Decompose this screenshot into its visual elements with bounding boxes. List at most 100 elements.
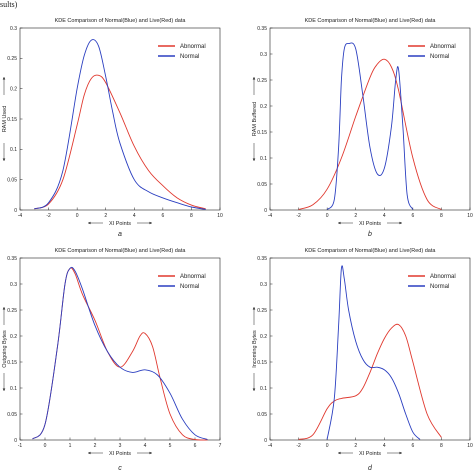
y-tick-label: 0.2 bbox=[260, 334, 267, 340]
x-tick-label: 0 bbox=[76, 213, 79, 219]
x-tick-label: 8 bbox=[440, 213, 443, 219]
y-tick-label: 0.15 bbox=[257, 130, 267, 136]
x-axis-arrowhead-left bbox=[338, 451, 341, 455]
y-tick-label: 0 bbox=[264, 208, 267, 214]
kde-panel-b: KDE Comparison of Normal(Blue) and Live(… bbox=[252, 18, 473, 238]
y-tick-label: 0.1 bbox=[10, 147, 17, 153]
y-tick-label: 0.35 bbox=[257, 26, 267, 32]
y-tick-label: 0.35 bbox=[7, 256, 17, 262]
y-tick-label: 0.15 bbox=[7, 360, 17, 366]
x-tick-label: 6 bbox=[411, 213, 414, 219]
y-tick-label: 0.1 bbox=[10, 386, 17, 392]
x-tick-label: 0 bbox=[326, 213, 329, 219]
y-axis-label-group: RAM Used bbox=[2, 77, 8, 161]
plot-frame bbox=[269, 257, 471, 441]
y-axis-label-group: RAM Buffered bbox=[252, 77, 258, 161]
y-tick-label: 0.25 bbox=[7, 56, 17, 62]
page-fragment-text: sults) bbox=[0, 0, 18, 9]
y-tick-label: 0.3 bbox=[260, 52, 267, 58]
x-tick-label: 2 bbox=[94, 443, 97, 449]
x-tick-label: 8 bbox=[440, 443, 443, 449]
x-tick-label: 4 bbox=[383, 213, 386, 219]
y-axis-arrowhead-high bbox=[252, 307, 256, 310]
x-tick-label: 10 bbox=[467, 443, 473, 449]
x-tick-label: 8 bbox=[190, 213, 193, 219]
series-line-abnormal bbox=[32, 267, 208, 441]
y-tick-label: 0.25 bbox=[7, 308, 17, 314]
x-tick-label: -4 bbox=[268, 443, 273, 449]
x-axis-label: XI Points bbox=[359, 451, 381, 457]
y-tick-label: 0.05 bbox=[7, 177, 17, 183]
kde-panel-c: KDE Comparison of Normal(Blue) and Live(… bbox=[2, 248, 222, 472]
x-tick-label: 6 bbox=[161, 213, 164, 219]
series-line-normal bbox=[32, 266, 208, 440]
legend-label-abnormal: Abnormal bbox=[430, 274, 456, 280]
legend-label-abnormal: Abnormal bbox=[180, 274, 206, 280]
y-tick-label: 0.1 bbox=[260, 156, 267, 162]
chart-title: KDE Comparison of Normal(Blue) and Live(… bbox=[305, 18, 437, 24]
y-axis-label: RAM Used bbox=[2, 106, 8, 133]
y-tick-label: 0.3 bbox=[260, 282, 267, 288]
y-tick-label: 0.25 bbox=[257, 308, 267, 314]
kde-panel-d: KDE Comparison of Normal(Blue) and Live(… bbox=[252, 248, 473, 472]
x-tick-label: -4 bbox=[268, 213, 273, 219]
x-tick-label: 5 bbox=[169, 443, 172, 449]
y-tick-label: 0 bbox=[14, 208, 17, 214]
x-axis-arrowhead-right bbox=[399, 451, 402, 455]
x-tick-label: 7 bbox=[219, 443, 222, 449]
y-tick-label: 0.35 bbox=[257, 256, 267, 262]
legend-label-normal: Normal bbox=[430, 284, 449, 290]
x-axis-arrowhead-left bbox=[88, 221, 91, 225]
y-axis-label: RAM Buffered bbox=[252, 102, 258, 136]
y-tick-label: 0.15 bbox=[7, 117, 17, 123]
x-tick-label: 2 bbox=[354, 213, 357, 219]
series-line-normal bbox=[34, 39, 206, 210]
x-tick-label: 6 bbox=[411, 443, 414, 449]
legend-label-abnormal: Abnormal bbox=[430, 44, 456, 50]
y-tick-label: 0 bbox=[264, 438, 267, 444]
x-axis-arrowhead-right bbox=[399, 221, 402, 225]
x-tick-label: 1 bbox=[69, 443, 72, 449]
y-axis-arrowhead-low bbox=[2, 388, 6, 391]
series-line-normal bbox=[326, 265, 421, 440]
y-axis-label: Incoming Bytes bbox=[252, 330, 258, 368]
x-axis-arrowhead-left bbox=[88, 451, 91, 455]
panel-caption: c bbox=[118, 465, 122, 472]
y-tick-label: 0.3 bbox=[10, 282, 17, 288]
x-tick-label: 10 bbox=[217, 213, 223, 219]
x-axis-arrowhead-right bbox=[149, 451, 152, 455]
x-tick-label: 0 bbox=[326, 443, 329, 449]
y-axis-label-group: Incoming Bytes bbox=[252, 307, 258, 391]
panel-caption: b bbox=[368, 231, 372, 238]
x-tick-label: 3 bbox=[119, 443, 122, 449]
legend-label-normal: Normal bbox=[430, 54, 449, 60]
x-tick-label: -1 bbox=[18, 443, 23, 449]
x-axis-arrowhead-right bbox=[149, 221, 152, 225]
y-tick-label: 0.2 bbox=[10, 86, 17, 92]
x-tick-label: 10 bbox=[467, 213, 473, 219]
legend-label-normal: Normal bbox=[180, 54, 199, 60]
legend-label-normal: Normal bbox=[180, 284, 199, 290]
series-line-abnormal bbox=[298, 58, 442, 210]
panel-caption: d bbox=[368, 465, 373, 472]
legend-label-abnormal: Abnormal bbox=[180, 44, 206, 50]
y-tick-label: 0.05 bbox=[257, 182, 267, 188]
y-tick-label: 0 bbox=[14, 438, 17, 444]
x-tick-label: 4 bbox=[144, 443, 147, 449]
y-axis-label: Outgoing Bytes bbox=[2, 330, 8, 368]
x-axis-arrowhead-left bbox=[338, 221, 341, 225]
y-axis-arrowhead-low bbox=[252, 388, 256, 391]
x-tick-label: -2 bbox=[46, 213, 51, 219]
y-tick-label: 0.25 bbox=[257, 78, 267, 84]
x-axis-label: XI Points bbox=[109, 221, 131, 227]
chart-title: KDE Comparison of Normal(Blue) and Live(… bbox=[55, 248, 187, 254]
y-tick-label: 0.1 bbox=[260, 386, 267, 392]
kde-panel-a: KDE Comparison of Normal(Blue) and Live(… bbox=[2, 18, 223, 238]
y-axis-arrowhead-low bbox=[252, 158, 256, 161]
y-tick-label: 0.15 bbox=[257, 360, 267, 366]
y-axis-arrowhead-high bbox=[252, 77, 256, 80]
y-tick-label: 0.2 bbox=[260, 104, 267, 110]
x-axis-label: XI Points bbox=[109, 451, 131, 457]
plot-frame bbox=[269, 27, 471, 211]
x-tick-label: -2 bbox=[296, 443, 301, 449]
